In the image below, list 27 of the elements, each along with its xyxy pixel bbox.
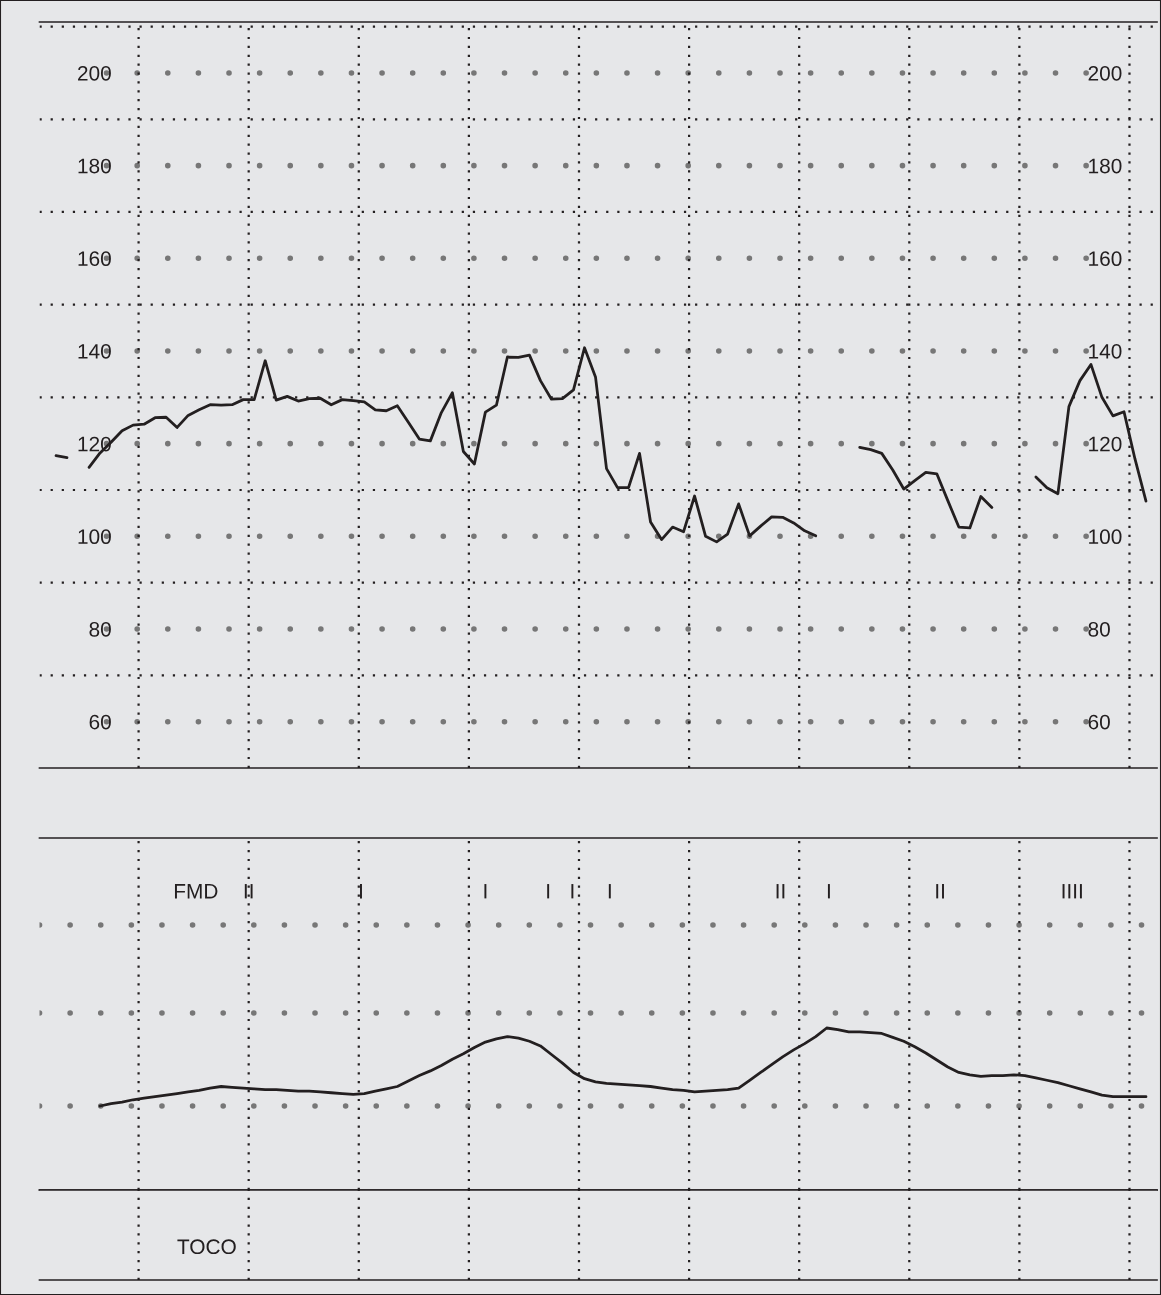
y2-tick-label: 180: [1089, 158, 1122, 174]
text: II: [776, 884, 785, 899]
text: II: [244, 884, 253, 899]
text: I: [571, 884, 574, 899]
y2-tick-label: 140: [1089, 343, 1122, 359]
text: IIII: [1062, 884, 1082, 899]
text: FMD: [174, 884, 218, 899]
y-tick-label: 200: [78, 65, 111, 81]
y-tick-label: 100: [78, 529, 111, 545]
text: I: [827, 884, 830, 899]
text: II: [936, 884, 944, 899]
y-tick-label: 140: [78, 343, 111, 359]
y-tick-label: 60: [89, 714, 111, 730]
y2-tick-label: 80: [1088, 622, 1110, 637]
text: I: [484, 884, 487, 899]
text: TOCO: [177, 1239, 236, 1255]
y-tick-label: 180: [78, 158, 111, 174]
y2-tick-label: 100: [1089, 529, 1122, 545]
y-tick-label: 80: [89, 622, 111, 637]
y2-tick-label: 160: [1089, 251, 1122, 267]
text: I: [547, 884, 550, 899]
y2-tick-label: 120: [1089, 436, 1122, 452]
y-tick-label: 160: [78, 251, 111, 267]
text: I: [360, 884, 362, 899]
text: I: [608, 884, 611, 899]
y2-tick-label: 200: [1088, 65, 1122, 81]
y2-tick-label: 60: [1088, 714, 1110, 730]
